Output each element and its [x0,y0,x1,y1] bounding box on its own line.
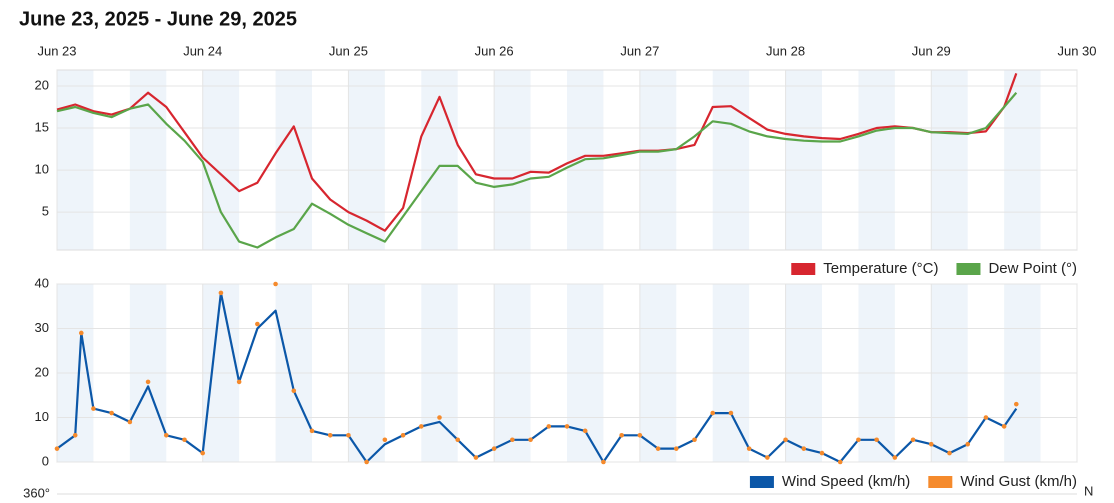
legend-swatch [928,476,953,488]
data-point [72,433,78,438]
data-point [127,419,133,425]
data-point [510,437,515,443]
data-point [291,388,297,394]
y-tick-label: 20 [35,77,49,92]
data-point [309,428,315,434]
data-point [491,446,497,451]
data-point [1013,401,1019,407]
y-tick-label: 5 [42,204,49,219]
data-point [546,424,552,429]
legend-swatch [791,263,816,275]
data-point [145,379,151,385]
data-point [728,410,734,416]
data-point [182,437,187,443]
y-tick-label: 10 [35,162,49,177]
data-point [1001,424,1007,429]
legend-label: Temperature (°C) [823,260,938,277]
data-point [692,437,697,443]
data-point [564,424,570,429]
data-point [928,441,934,447]
night-band [348,70,385,250]
y-tick-label: 40 [35,275,49,290]
x-tick-label: Jun 26 [475,43,514,58]
night-band [931,70,968,250]
y-tick-label: 30 [35,320,49,335]
series-line [56,91,1018,249]
night-band [1004,70,1041,250]
x-tick-label: Jun 24 [183,43,222,58]
data-point [801,446,807,451]
legend-swatch [956,263,981,275]
data-point [655,446,661,451]
data-point [400,433,406,438]
data-point [874,437,879,443]
data-point [528,437,533,443]
data-point [418,424,424,429]
y-tick-label: 15 [35,119,49,134]
data-point [327,433,333,438]
data-point [109,410,114,416]
night-band [129,70,167,250]
y-tick-label: 10 [35,409,49,424]
data-point [637,433,643,438]
night-band [712,70,750,250]
data-point [910,437,916,443]
x-tick-label: Jun 23 [37,43,76,58]
data-point [819,450,825,456]
night-band [639,70,677,250]
night-band [785,70,822,250]
y-tick-label: 20 [35,364,49,379]
data-point [78,330,84,336]
legend-label: Wind Gust (km/h) [960,473,1077,490]
data-point [765,455,770,460]
data-point [473,455,479,460]
night-band [494,70,531,250]
x-tick-label: Jun 27 [620,43,659,58]
y-tick-label: 0 [42,453,49,468]
data-point [255,321,260,327]
night-band [202,70,240,250]
data-point [218,290,224,296]
data-point [965,441,971,447]
data-point [91,406,96,411]
data-point [582,428,588,434]
legend-label: Wind Speed (km/h) [782,473,910,490]
legend-label: Dew Point (°) [988,260,1077,277]
data-point [783,437,788,443]
x-tick-label: Jun 29 [912,43,951,58]
x-tick-label: Jun 30 [1057,43,1096,58]
data-point [455,437,461,443]
data-point [437,415,442,420]
x-tick-label: Jun 25 [329,43,368,58]
page-title: June 23, 2025 - June 29, 2025 [19,8,297,30]
legend-swatch [749,476,774,488]
x-tick-label: Jun 28 [766,43,805,58]
data-point [601,459,606,465]
direction-axis-top-label: 360° [23,485,50,498]
data-point [236,379,242,385]
data-point [892,455,898,460]
data-point [200,450,206,456]
data-point [856,437,861,443]
night-band [57,70,94,250]
data-point [673,446,679,451]
data-point [619,433,624,438]
data-point [746,446,752,451]
data-point [983,415,989,420]
data-point [947,450,952,456]
night-band [858,70,895,250]
data-point [364,459,369,465]
data-point [163,433,169,438]
data-point [710,410,716,416]
direction-axis-right-label: N [1084,483,1093,498]
data-point [837,459,843,465]
data-point [273,281,278,287]
data-point [54,446,60,451]
series-line [56,73,1018,232]
data-point [382,437,388,443]
data-point [346,433,351,438]
